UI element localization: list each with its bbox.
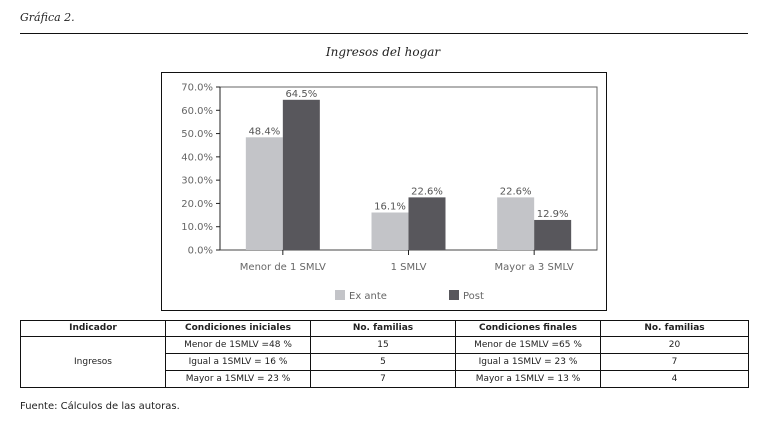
- header-final-families: No. familias: [600, 320, 749, 337]
- initial-condition-cell: Menor de 1SMLV =48 %: [165, 336, 311, 354]
- y-tick-label: 20.0%: [181, 199, 213, 210]
- initial-families-cell: 15: [310, 336, 456, 354]
- indicator-table: Indicador Condiciones iniciales No. fami…: [20, 320, 749, 388]
- header-initial-conditions: Condiciones iniciales: [165, 320, 311, 337]
- final-condition-cell: Mayor a 1SMLV = 13 %: [455, 370, 601, 388]
- y-tick-label: 10.0%: [181, 222, 213, 233]
- initial-families-cell: 5: [310, 353, 456, 371]
- x-tick-label: Menor de 1 SMLV: [240, 262, 326, 273]
- data-label: 48.4%: [248, 126, 280, 137]
- header-initial-families: No. familias: [310, 320, 456, 337]
- y-tick-label: 70.0%: [181, 83, 213, 94]
- table-header-row: Indicador Condiciones iniciales No. fami…: [20, 320, 749, 337]
- table-row: Igual a 1SMLV = 16 % 5 Igual a 1SMLV = 2…: [21, 353, 749, 371]
- final-families-cell: 4: [600, 370, 749, 388]
- table-row: Ingresos Menor de 1SMLV =48 % 15 Menor d…: [20, 336, 749, 388]
- legend-swatch-ex-ante: [335, 290, 345, 300]
- figure-caption: Gráfica 2.: [20, 11, 75, 24]
- legend-label: Post: [463, 291, 484, 302]
- data-label: 22.6%: [411, 186, 443, 197]
- final-families-cell: 20: [600, 336, 749, 354]
- data-label: 64.5%: [285, 89, 317, 100]
- x-tick-label: 1 SMLV: [391, 262, 427, 273]
- initial-condition-cell: Mayor a 1SMLV = 23 %: [165, 370, 311, 388]
- data-label: 22.6%: [500, 186, 532, 197]
- figure-source: Fuente: Cálculos de las autoras.: [20, 401, 180, 412]
- bar-post: [408, 197, 446, 250]
- legend-swatch-post: [449, 290, 459, 300]
- x-tick-label: Mayor a 3 SMLV: [495, 262, 574, 273]
- initial-condition-cell: Igual a 1SMLV = 16 %: [165, 353, 311, 371]
- final-condition-cell: Igual a 1SMLV = 23 %: [455, 353, 601, 371]
- bar-ex-ante: [497, 197, 535, 250]
- header-final-conditions: Condiciones finales: [455, 320, 601, 337]
- indicator-cell: Ingresos: [20, 336, 166, 388]
- final-condition-cell: Menor de 1SMLV =65 %: [455, 336, 601, 354]
- final-families-cell: 7: [600, 353, 749, 371]
- bar-ex-ante: [371, 212, 409, 250]
- data-label: 16.1%: [374, 202, 406, 213]
- bar-ex-ante: [245, 137, 283, 250]
- bar-post: [534, 219, 572, 250]
- y-tick-label: 50.0%: [181, 129, 213, 140]
- y-tick-label: 40.0%: [181, 152, 213, 163]
- legend-label: Ex ante: [349, 291, 387, 302]
- bar-post: [282, 99, 320, 250]
- caption-rule: [20, 33, 748, 34]
- initial-families-cell: 7: [310, 370, 456, 388]
- y-tick-label: 60.0%: [181, 106, 213, 117]
- table-row: Mayor a 1SMLV = 23 % 7 Mayor a 1SMLV = 1…: [21, 370, 749, 388]
- y-tick-label: 30.0%: [181, 176, 213, 187]
- data-label: 12.9%: [537, 209, 569, 220]
- header-indicator: Indicador: [20, 320, 166, 337]
- y-tick-label: 0.0%: [188, 246, 213, 257]
- chart-frame: [161, 72, 607, 311]
- chart-title: Ingresos del hogar: [325, 45, 441, 59]
